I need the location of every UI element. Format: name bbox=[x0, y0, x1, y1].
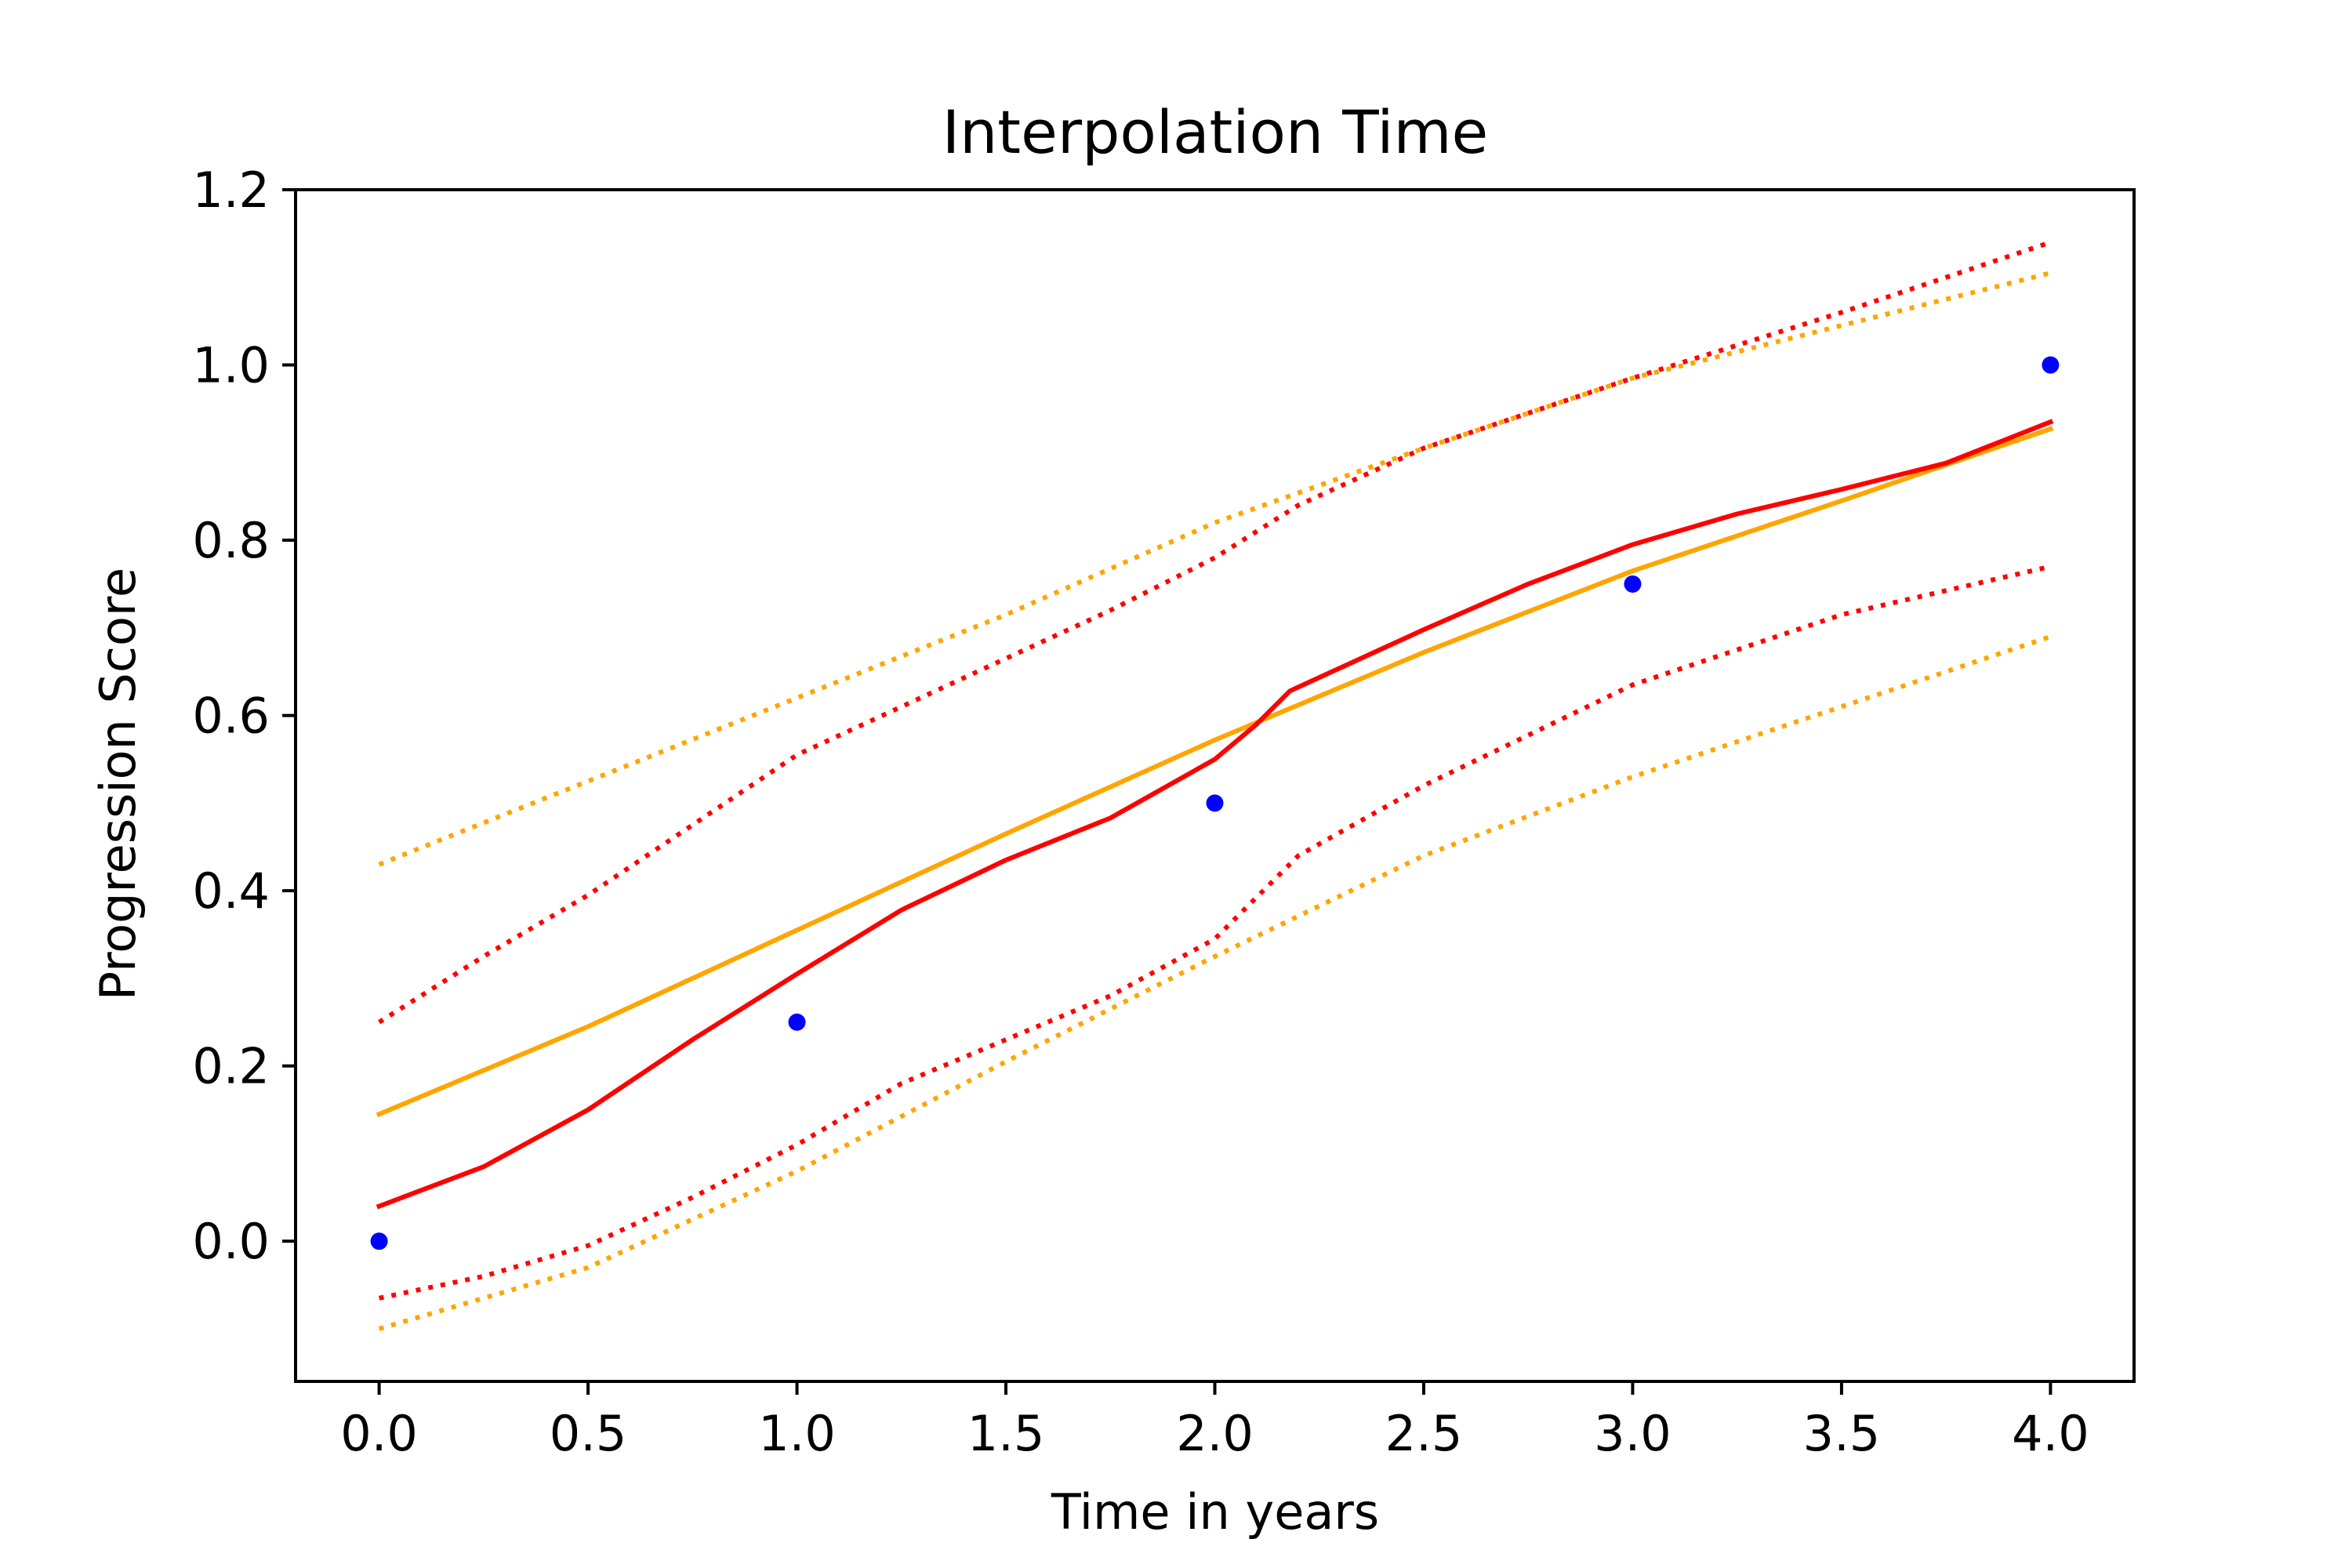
series-orange-solid-line-0 bbox=[376, 426, 2054, 1118]
x-tick-label-8: 4.0 bbox=[2012, 1405, 2089, 1462]
x-tick-label-3: 1.5 bbox=[967, 1405, 1045, 1462]
y-tick-label-0: 0.0 bbox=[192, 1213, 270, 1270]
plot-area bbox=[370, 240, 2060, 1331]
y-axis-label: Progression Score bbox=[89, 568, 147, 1000]
plot-frame bbox=[294, 188, 2136, 1383]
y-tick-label-5: 1.0 bbox=[192, 337, 270, 394]
x-tick-label-7: 3.5 bbox=[1803, 1405, 1881, 1462]
chart-title: Interpolation Time bbox=[942, 97, 1489, 167]
series-red-dotted-line-4 bbox=[378, 240, 2052, 1025]
axis-ticks: 0.0 0.5 1.0 1.5 2.0 2.5 3.0 3.5 4.0 0.0 0.2 0.4 0.6 0… bbox=[192, 162, 2089, 1462]
data-point-3 bbox=[1624, 575, 1642, 593]
series-red-dotted-line-5 bbox=[378, 564, 2052, 1301]
data-point-0 bbox=[370, 1232, 388, 1250]
data-point-1 bbox=[788, 1013, 806, 1031]
y-tick-label-2: 0.4 bbox=[192, 862, 270, 920]
x-tick-label-4: 2.0 bbox=[1176, 1405, 1254, 1462]
data-point-2 bbox=[1206, 794, 1224, 812]
series-orange-dotted-line-2 bbox=[378, 634, 2052, 1331]
x-axis-label: Time in years bbox=[1051, 1483, 1379, 1541]
x-tick-label-1: 0.5 bbox=[550, 1405, 627, 1462]
y-tick-label-4: 0.8 bbox=[192, 512, 270, 569]
x-tick-label-5: 2.5 bbox=[1385, 1405, 1463, 1462]
x-tick-label-0: 0.0 bbox=[340, 1405, 418, 1462]
y-tick-label-1: 0.2 bbox=[192, 1038, 270, 1095]
x-tick-label-6: 3.0 bbox=[1594, 1405, 1671, 1462]
data-point-4 bbox=[2042, 356, 2060, 374]
y-tick-label-6: 1.2 bbox=[192, 162, 270, 219]
series-red-solid-line-3 bbox=[376, 419, 2054, 1210]
y-tick-label-3: 0.6 bbox=[192, 688, 270, 745]
series-orange-dotted-line-1 bbox=[378, 270, 2052, 867]
x-tick-label-2: 1.0 bbox=[758, 1405, 836, 1462]
